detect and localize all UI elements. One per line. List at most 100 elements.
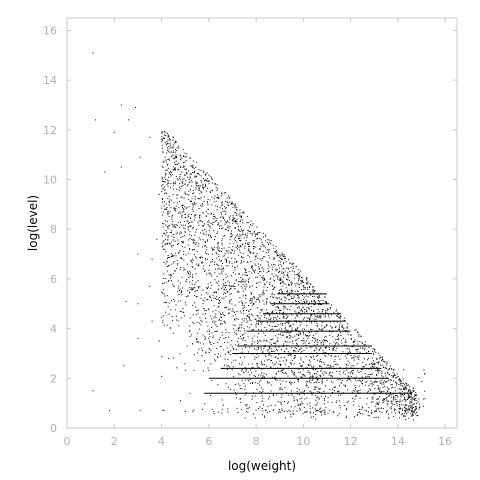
data-point [267,264,269,266]
data-point [245,405,247,407]
data-point [289,325,291,327]
data-point [194,284,196,286]
data-point [293,297,295,299]
data-point [287,329,289,331]
data-point [391,384,393,386]
data-point [308,343,310,345]
data-point [306,311,308,313]
data-point [290,416,292,418]
data-point [423,369,425,371]
data-point [323,412,325,414]
data-point [187,263,189,265]
data-point [271,312,273,314]
data-point [359,380,361,382]
data-point [161,356,163,358]
data-point [402,395,404,397]
data-point [390,396,392,398]
data-point [254,269,256,271]
data-point [358,355,360,357]
data-point [315,316,317,318]
data-point [356,340,358,342]
data-point [353,377,355,379]
data-point [195,296,197,298]
data-point [207,239,209,241]
data-point [200,190,202,192]
data-point [238,281,240,283]
data-point [331,331,333,333]
data-point [277,324,279,326]
data-point [355,349,357,351]
data-point [253,240,255,242]
data-point [228,313,230,314]
data-point [317,331,319,333]
data-point [334,359,336,361]
data-point [349,362,351,364]
data-point [296,391,298,393]
data-point [335,350,337,352]
data-point [281,409,283,411]
data-point [324,340,326,342]
data-point [257,272,259,274]
data-point [332,410,334,412]
data-point [202,221,204,223]
data-point [177,169,179,171]
data-point [205,231,207,233]
data-point [322,320,324,322]
data-point [306,307,308,309]
data-point [220,319,222,321]
data-point [226,220,228,222]
data-point [361,379,363,381]
data-point [358,385,360,387]
data-point [381,358,383,360]
data-point [274,378,276,380]
data-point [256,401,258,403]
data-point [281,293,283,295]
data-point [216,325,218,327]
data-point [280,371,282,373]
data-point [195,306,197,308]
data-point [269,347,271,349]
data-point [249,382,251,384]
data-point [181,276,183,278]
data-point [169,138,171,140]
data-point [393,395,395,397]
data-point [404,393,406,395]
data-point [323,398,325,400]
data-point [298,293,300,295]
data-point [238,301,240,303]
data-point [314,290,316,292]
data-point [306,367,308,369]
data-point [336,400,338,402]
data-point [192,287,194,289]
data-point [309,371,311,373]
data-point [241,287,243,289]
data-point [189,392,191,394]
data-point [232,222,234,224]
data-point [380,364,382,366]
data-point [235,221,237,223]
data-point [264,240,266,242]
data-point [318,295,320,297]
data-point [172,224,174,226]
data-point [183,224,185,226]
data-point [187,215,189,217]
data-point [331,401,333,403]
data-point [166,193,168,195]
data-point [279,277,281,279]
data-point [222,270,224,272]
data-point [306,340,308,342]
data-point [253,232,255,234]
data-point [184,411,186,413]
data-point [212,294,214,296]
data-point [216,218,218,220]
data-point [233,328,235,330]
data-point [316,409,318,411]
data-point [279,311,281,313]
data-point [405,409,407,411]
data-point [299,403,301,405]
data-point [183,267,185,269]
data-point [203,270,205,272]
data-point [307,296,309,298]
data-point [298,334,300,336]
data-point [373,366,375,368]
